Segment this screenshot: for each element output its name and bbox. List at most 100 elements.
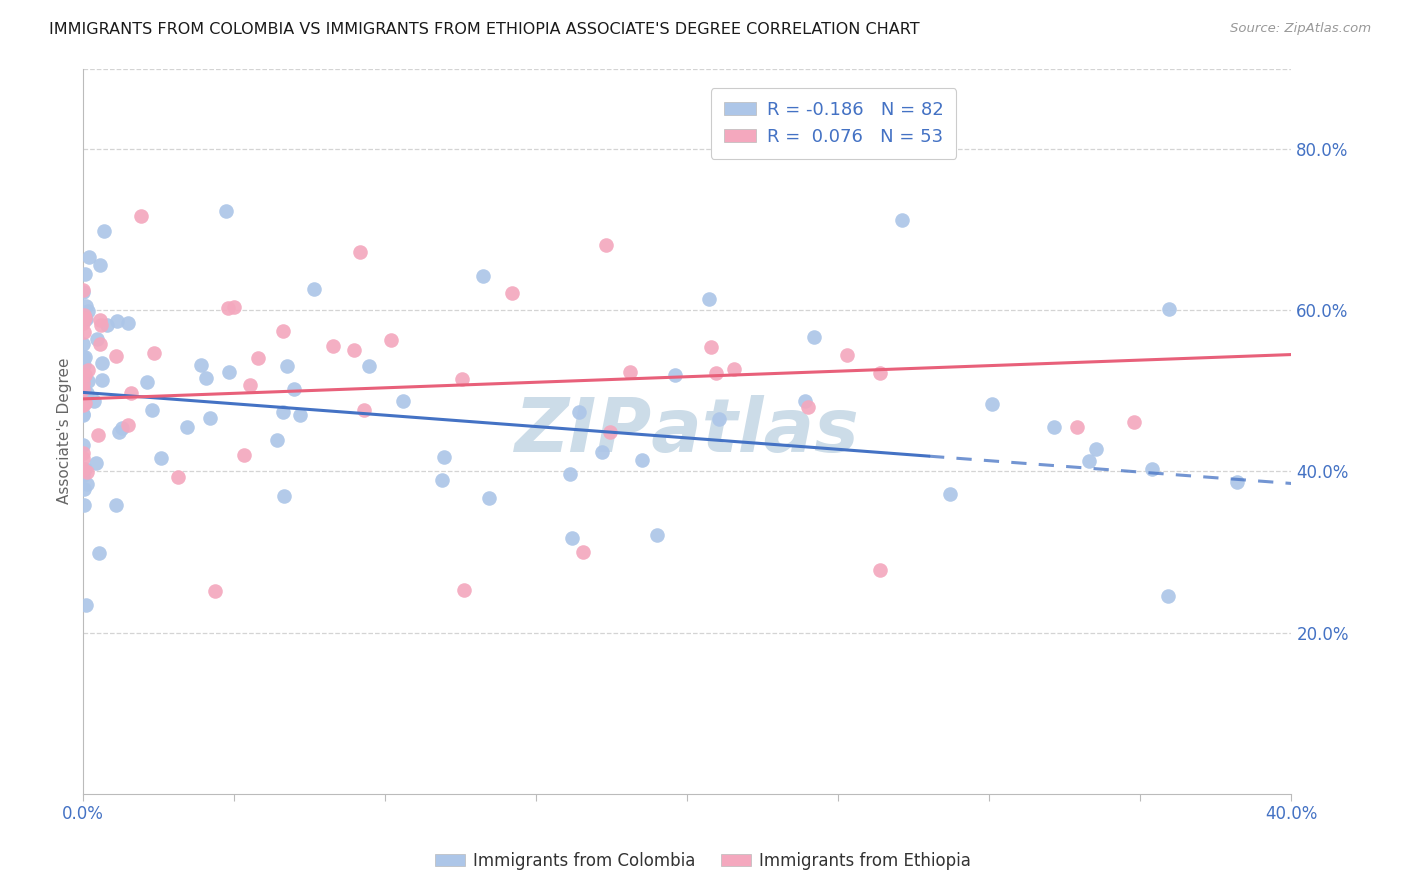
Point (96, 318, 118, 333)
Point (266, 433, 288, 447)
Point (75, 300, 97, 314)
Point (75, 267, 97, 281)
Point (117, 418, 139, 433)
Point (232, 448, 254, 462)
Point (803, 330, 825, 344)
Text: IMMIGRANTS FROM COLOMBIA VS IMMIGRANTS FROM ETHIOPIA ASSOCIATE'S DEGREE CORRELAT: IMMIGRANTS FROM COLOMBIA VS IMMIGRANTS F… (49, 22, 920, 37)
Point (938, 486, 960, 500)
Point (73, 308, 96, 322)
Point (304, 282, 326, 296)
Point (190, 358, 212, 372)
Point (72, 398, 94, 412)
Point (664, 368, 686, 382)
Point (239, 378, 262, 392)
Point (72, 382, 94, 396)
Point (222, 301, 245, 315)
Point (198, 410, 221, 425)
Point (276, 359, 298, 374)
Text: Source: ZipAtlas.com: Source: ZipAtlas.com (1230, 22, 1371, 36)
Point (84, 456, 107, 470)
Point (76, 362, 98, 376)
Point (283, 382, 305, 396)
Point (91, 356, 114, 370)
Point (451, 372, 474, 386)
Point (72, 376, 94, 390)
Point (89, 312, 111, 326)
Point (707, 412, 730, 426)
Point (120, 385, 142, 400)
Point (595, 237, 617, 252)
Point (1043, 419, 1066, 434)
Point (380, 333, 402, 347)
Point (247, 351, 270, 365)
Point (433, 450, 456, 464)
Point (568, 405, 591, 419)
Point (90, 318, 112, 332)
Point (194, 371, 217, 385)
Point (558, 467, 581, 482)
Point (572, 545, 595, 559)
Point (176, 419, 198, 434)
Point (869, 366, 891, 380)
Point (73, 498, 96, 512)
Point (72, 438, 94, 452)
Point (478, 491, 501, 505)
Point (214, 204, 236, 219)
Point (91, 374, 114, 388)
Point (561, 532, 583, 546)
Point (76, 311, 98, 326)
Point (143, 345, 166, 359)
Legend: Immigrants from Colombia, Immigrants from Ethiopia: Immigrants from Colombia, Immigrants fro… (429, 846, 977, 877)
Point (273, 489, 295, 503)
Point (136, 375, 159, 389)
Point (72, 350, 94, 364)
Point (599, 425, 621, 440)
Point (837, 348, 859, 362)
Point (111, 421, 134, 435)
Point (105, 314, 128, 328)
Point (322, 339, 344, 353)
Point (86, 332, 108, 346)
Point (108, 425, 131, 439)
Point (77, 250, 100, 264)
Point (149, 450, 172, 465)
Point (1066, 419, 1088, 434)
Point (1156, 590, 1178, 604)
Point (1122, 415, 1144, 429)
Point (430, 473, 453, 487)
Point (72, 451, 94, 466)
Y-axis label: Associate's Degree: Associate's Degree (58, 358, 72, 504)
Point (117, 316, 139, 330)
Point (167, 470, 190, 484)
Point (89, 546, 111, 560)
Point (1226, 475, 1249, 489)
Point (75, 310, 97, 325)
Point (73, 350, 96, 364)
Point (105, 498, 128, 512)
Point (204, 584, 226, 599)
Point (72, 409, 94, 423)
Point (1142, 462, 1164, 476)
Point (72, 285, 94, 299)
Point (72, 445, 94, 459)
Point (72, 462, 94, 476)
Point (87, 428, 110, 442)
Point (73, 368, 96, 382)
Point (83, 393, 105, 408)
Point (76, 386, 98, 401)
Point (349, 244, 371, 259)
Point (72, 383, 94, 397)
Point (359, 359, 381, 374)
Point (353, 402, 375, 417)
Point (141, 402, 163, 417)
Point (76, 375, 98, 389)
Point (75, 312, 97, 326)
Point (700, 340, 723, 354)
Point (631, 452, 654, 467)
Point (288, 408, 311, 422)
Point (794, 394, 817, 409)
Point (89, 336, 111, 351)
Point (891, 213, 914, 227)
Point (1157, 302, 1180, 317)
Point (619, 365, 641, 379)
